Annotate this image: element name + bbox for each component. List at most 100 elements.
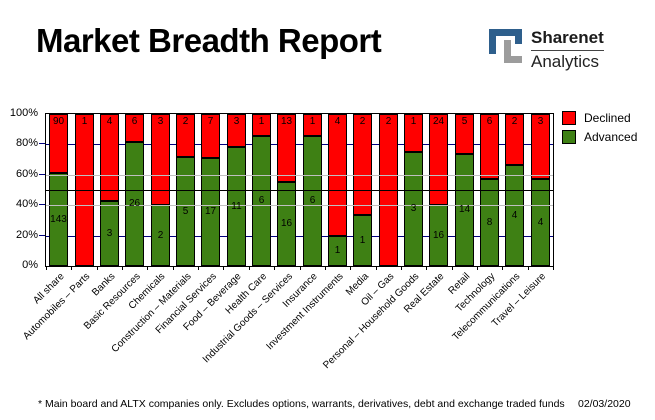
- logo-shape-bottom: [504, 56, 522, 63]
- declined-value-label: 2: [511, 116, 518, 127]
- declined-value-label: 3: [233, 116, 240, 127]
- advanced-value-label: 4: [511, 209, 518, 221]
- advanced-value-label: 1: [334, 245, 341, 256]
- bar-advanced-6: [201, 158, 220, 266]
- x-axis-tick: [300, 267, 301, 270]
- x-axis-tick: [350, 267, 351, 270]
- bar-advanced-5: [176, 157, 195, 266]
- declined-value-label: 1: [81, 116, 88, 127]
- declined-value-label: 2: [182, 116, 189, 127]
- bar-advanced-0: [49, 173, 68, 266]
- advanced-value-label: 8: [486, 216, 493, 228]
- bar-advanced-19: [531, 179, 550, 266]
- bar-declined-9: [277, 114, 296, 182]
- sharenet-logo: Sharenet Analytics: [489, 28, 604, 71]
- advanced-value-label: 16: [432, 229, 445, 241]
- bar-declined-6: [201, 114, 220, 158]
- advanced-value-label: 17: [204, 206, 217, 217]
- legend: Declined Advanced: [562, 111, 637, 149]
- y-axis-tick-label: 20%: [15, 228, 38, 241]
- bar-declined-18: [505, 114, 524, 165]
- y-axis-tick: [39, 204, 45, 206]
- bar-advanced-14: [404, 152, 423, 266]
- declined-value-label: 24: [432, 116, 445, 127]
- declined-value-label: 1: [258, 116, 265, 127]
- logo-text: Sharenet Analytics: [531, 28, 604, 71]
- logo-shape-top: [489, 29, 522, 36]
- bar-advanced-17: [480, 179, 499, 266]
- x-axis-tick: [274, 267, 275, 270]
- bar-declined-10: [303, 114, 322, 136]
- gridline-20pct: [46, 235, 553, 237]
- bar-declined-12: [353, 114, 372, 215]
- bar-declined-2: [100, 114, 119, 201]
- bar-declined-4: [151, 114, 170, 205]
- declined-value-label: 1: [309, 116, 316, 127]
- plot-area: 143 90 1 3 4 26 6 2 3 5 2 17 7 11 3 6 1 16 13 6 1 1 4 1 2 2 3 1 16 24…: [45, 113, 554, 270]
- sharenet-logo-icon: [489, 29, 522, 63]
- x-axis-tick: [198, 267, 199, 270]
- gridline-80pct: [46, 144, 553, 146]
- bar-declined-14: [404, 114, 423, 152]
- page-title: Market Breadth Report: [36, 22, 382, 59]
- x-axis-tick: [502, 267, 503, 270]
- declined-value-label: 6: [131, 116, 138, 127]
- declined-value-label: 7: [207, 116, 214, 127]
- logo-division-name: Analytics: [531, 51, 600, 71]
- advanced-value-label: 6: [309, 195, 316, 206]
- bar-declined-17: [480, 114, 499, 179]
- y-axis-tick-label: 100%: [9, 107, 38, 119]
- x-axis-tick: [401, 267, 402, 270]
- legend-item-advanced: Advanced: [562, 130, 637, 144]
- y-axis-tick: [39, 173, 45, 175]
- advanced-value-label: 1: [359, 234, 366, 246]
- declined-value-label: 3: [157, 116, 164, 127]
- bar-advanced-9: [277, 182, 296, 266]
- y-axis-tick-label: 40%: [15, 198, 38, 211]
- y-axis-tick-label: 80%: [15, 137, 38, 150]
- advanced-value-label: 16: [280, 218, 293, 229]
- logo-shape-right: [515, 29, 522, 44]
- bar-declined-16: [455, 114, 474, 154]
- declined-value-label: 90: [52, 116, 65, 127]
- x-axis-tick: [553, 267, 554, 270]
- x-axis-tick: [528, 267, 529, 270]
- bar-advanced-16: [455, 154, 474, 266]
- bar-advanced-2: [100, 201, 119, 266]
- y-axis-tick-label: 0%: [22, 259, 38, 271]
- gridline-60pct: [46, 174, 553, 176]
- advanced-value-label: 3: [106, 227, 113, 239]
- bar-declined-0: [49, 114, 68, 173]
- x-axis-tick: [325, 267, 326, 270]
- x-axis-tick: [122, 267, 123, 270]
- advanced-value-label: 6: [258, 195, 265, 206]
- advanced-value-label: 14: [458, 204, 471, 215]
- declined-value-label: 13: [280, 116, 293, 127]
- logo-company-name: Sharenet: [531, 28, 604, 51]
- bar-declined-3: [125, 114, 144, 142]
- advanced-value-label: 5: [182, 205, 189, 217]
- report-date: 02/03/2020: [578, 398, 631, 410]
- y-axis-tick: [39, 234, 45, 236]
- bar-advanced-3: [125, 142, 144, 266]
- x-axis-tick: [426, 267, 427, 270]
- x-axis-tick: [477, 267, 478, 270]
- bar-declined-19: [531, 114, 550, 179]
- bar-declined-15: [429, 114, 448, 205]
- bar-advanced-7: [227, 147, 246, 266]
- declined-value-label: 6: [486, 116, 493, 127]
- advanced-value-label: 26: [128, 198, 141, 209]
- x-axis-tick: [71, 267, 72, 270]
- x-axis-tick: [223, 267, 224, 270]
- bar-advanced-11: [328, 236, 347, 266]
- legend-label: Advanced: [584, 130, 638, 144]
- legend-item-declined: Declined: [562, 111, 637, 125]
- declined-swatch-icon: [562, 111, 576, 125]
- advanced-value-label: 3: [410, 203, 417, 214]
- bar-declined-7: [227, 114, 246, 147]
- y-axis-tick-label: 60%: [15, 167, 38, 180]
- bar-advanced-10: [303, 136, 322, 266]
- x-axis-tick: [46, 267, 47, 270]
- declined-value-label: 4: [334, 116, 341, 127]
- advanced-value-label: 143: [50, 213, 67, 225]
